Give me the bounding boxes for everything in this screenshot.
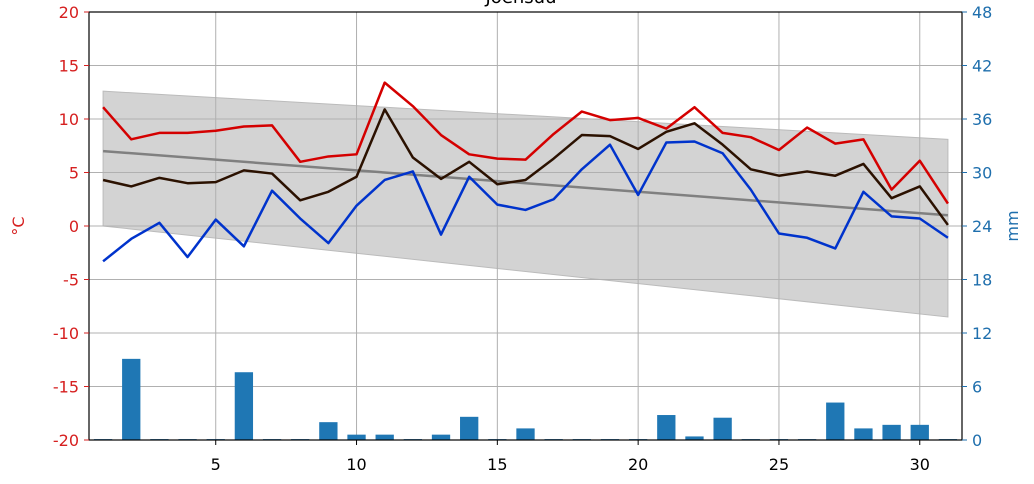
precipitation-bar	[375, 434, 394, 440]
temperature-line	[102, 108, 949, 226]
chart-title: Joensuu	[485, 0, 557, 8]
trend-line	[102, 149, 949, 217]
y-tick-label: 20	[59, 3, 79, 22]
y-tick-label: 0	[69, 217, 79, 236]
y2-tick-label: 42	[972, 57, 992, 76]
y-tick-label: -10	[53, 324, 79, 343]
precipitation-bar	[854, 428, 873, 440]
precipitation-bar	[685, 436, 704, 440]
x-tick-label: 30	[910, 455, 930, 474]
precipitation-bar	[882, 424, 901, 440]
y-tick-label: -5	[63, 271, 79, 290]
y2-tick-label: 36	[972, 110, 992, 129]
precipitation-bar	[826, 402, 845, 440]
precipitation-bar	[431, 434, 451, 440]
y-tick-label: -20	[53, 431, 79, 450]
x-tick-label: 25	[769, 455, 789, 474]
x-tick-label: 5	[211, 455, 221, 474]
precipitation-bar	[516, 428, 535, 440]
precipitation-bar	[910, 424, 929, 440]
x-tick-label: 20	[628, 455, 648, 474]
temperature-line	[102, 140, 949, 263]
y2-tick-label: 12	[972, 324, 992, 343]
temperature-line	[102, 81, 949, 205]
normal-range-band	[102, 90, 949, 318]
y2-tick-label: 0	[972, 431, 982, 450]
precipitation-bar	[234, 372, 254, 440]
precipitation-bar	[122, 358, 141, 440]
y-tick-label: -15	[53, 378, 79, 397]
y2-tick-label: 30	[972, 164, 992, 183]
precipitation-bar	[657, 415, 676, 440]
precipitation-bar	[347, 434, 366, 440]
y-axis-label: °C	[9, 216, 28, 235]
precipitation-bar	[713, 417, 732, 440]
y2-axis-label: mm	[1003, 210, 1022, 241]
y-tick-label: 10	[59, 110, 79, 129]
y2-tick-label: 48	[972, 3, 992, 22]
x-tick-label: 15	[487, 455, 507, 474]
y-tick-label: 5	[69, 164, 79, 183]
y2-tick-label: 24	[972, 217, 992, 236]
x-tick-label: 10	[346, 455, 366, 474]
y2-tick-label: 18	[972, 271, 992, 290]
y2-tick-label: 6	[972, 378, 982, 397]
precipitation-bar	[319, 422, 338, 440]
y-tick-label: 15	[59, 57, 79, 76]
precipitation-bar	[460, 416, 479, 440]
